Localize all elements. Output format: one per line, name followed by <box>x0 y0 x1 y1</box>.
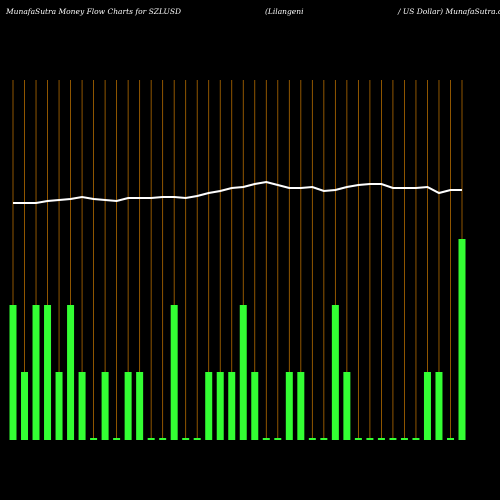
bar <box>285 372 293 440</box>
bar <box>435 372 443 440</box>
bar <box>55 372 63 440</box>
bar <box>251 372 259 440</box>
bar <box>216 372 224 440</box>
bar <box>124 372 132 440</box>
bar <box>170 305 178 440</box>
bar <box>446 438 454 440</box>
bar <box>228 372 236 440</box>
bar <box>159 438 167 440</box>
bar <box>412 438 420 440</box>
bar <box>193 438 201 440</box>
bar <box>9 305 17 440</box>
bar <box>331 305 339 440</box>
bar <box>21 372 29 440</box>
bar <box>32 305 40 440</box>
bar <box>377 438 385 440</box>
chart-subtitle: / US Dollar) MunafaSutra.com <box>397 7 500 16</box>
chart-title: MunafaSutra Money Flow Charts for SZLUSD <box>5 7 181 16</box>
bar <box>354 438 362 440</box>
line <box>13 180 462 204</box>
bar <box>297 372 305 440</box>
bar <box>400 438 408 440</box>
bar <box>113 438 121 440</box>
bar <box>239 305 247 440</box>
bar <box>366 438 374 440</box>
bar <box>136 372 144 440</box>
bar <box>274 438 282 440</box>
bar <box>78 372 86 440</box>
bar <box>389 438 397 440</box>
bar <box>44 305 52 440</box>
bar <box>90 438 98 440</box>
bar <box>67 305 75 440</box>
bar <box>320 438 328 440</box>
bar <box>101 372 109 440</box>
bar <box>458 239 466 440</box>
bar <box>308 438 316 440</box>
bar <box>182 438 190 440</box>
bar <box>343 372 351 440</box>
bar <box>423 372 431 440</box>
bar <box>205 372 213 440</box>
bar <box>262 438 270 440</box>
bar <box>147 438 155 440</box>
chart-subtitle: (Lilangeni <box>265 7 304 16</box>
